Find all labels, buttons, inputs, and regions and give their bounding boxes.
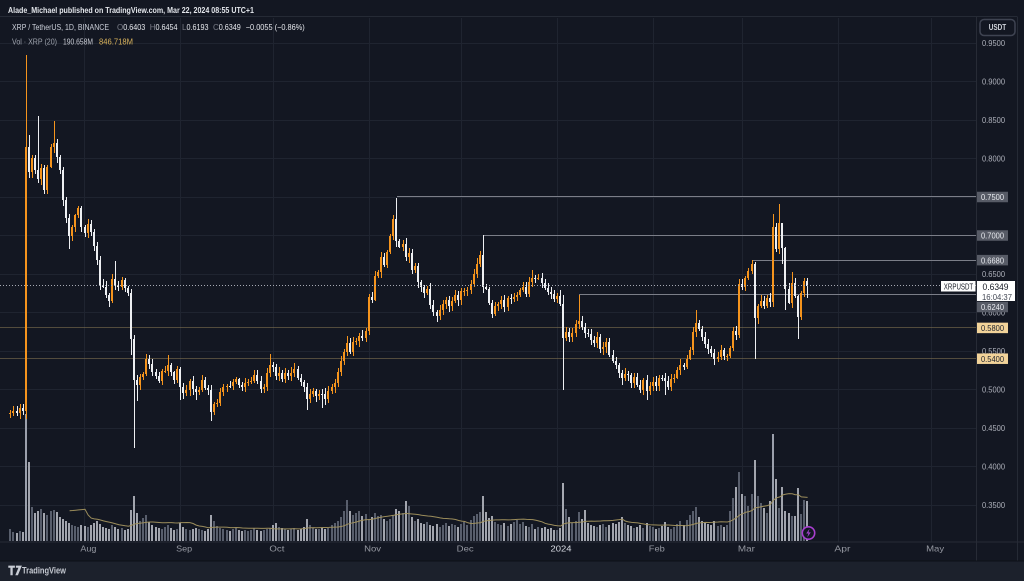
svg-text:0.5000: 0.5000	[982, 385, 1005, 395]
svg-text:0.5800: 0.5800	[981, 323, 1004, 333]
svg-text:0.6240: 0.6240	[981, 302, 1004, 312]
svg-text:0.9000: 0.9000	[982, 77, 1005, 87]
svg-text:TradingView: TradingView	[22, 566, 67, 576]
svg-text:16:04:37: 16:04:37	[982, 292, 1012, 302]
svg-text:0.4500: 0.4500	[982, 423, 1005, 433]
svg-text:0.9500: 0.9500	[982, 38, 1005, 48]
svg-text:May: May	[926, 544, 945, 554]
svg-text:0.5500: 0.5500	[982, 346, 1005, 356]
svg-text:Mar: Mar	[738, 544, 755, 554]
svg-text:0.7000: 0.7000	[981, 231, 1004, 241]
svg-text:Alade_Michael published on Tra: Alade_Michael published on TradingView.c…	[8, 5, 254, 15]
svg-text:0.6500: 0.6500	[982, 269, 1005, 279]
svg-text:Sep: Sep	[176, 544, 192, 554]
svg-text:USDT: USDT	[989, 22, 1007, 32]
svg-text:Dec: Dec	[457, 544, 475, 554]
svg-text:0.3500: 0.3500	[982, 500, 1005, 510]
svg-text:0.7500: 0.7500	[981, 192, 1004, 202]
svg-text:Apr: Apr	[834, 544, 850, 554]
svg-text:Aug: Aug	[80, 544, 96, 554]
svg-text:Feb: Feb	[649, 544, 665, 554]
svg-text:0.8000: 0.8000	[982, 154, 1005, 164]
svg-text:0.6680: 0.6680	[981, 255, 1004, 265]
svg-text:2024: 2024	[551, 544, 572, 554]
svg-text:0.6000: 0.6000	[982, 308, 1005, 318]
svg-text:0.5400: 0.5400	[981, 354, 1004, 364]
svg-text:Oct: Oct	[269, 544, 285, 554]
svg-text:Nov: Nov	[364, 544, 382, 554]
svg-text:0.4000: 0.4000	[982, 462, 1005, 472]
svg-text:XRPUSDT: XRPUSDT	[944, 283, 973, 292]
svg-text:0.8500: 0.8500	[982, 115, 1005, 125]
svg-text:0.6349: 0.6349	[983, 282, 1009, 292]
